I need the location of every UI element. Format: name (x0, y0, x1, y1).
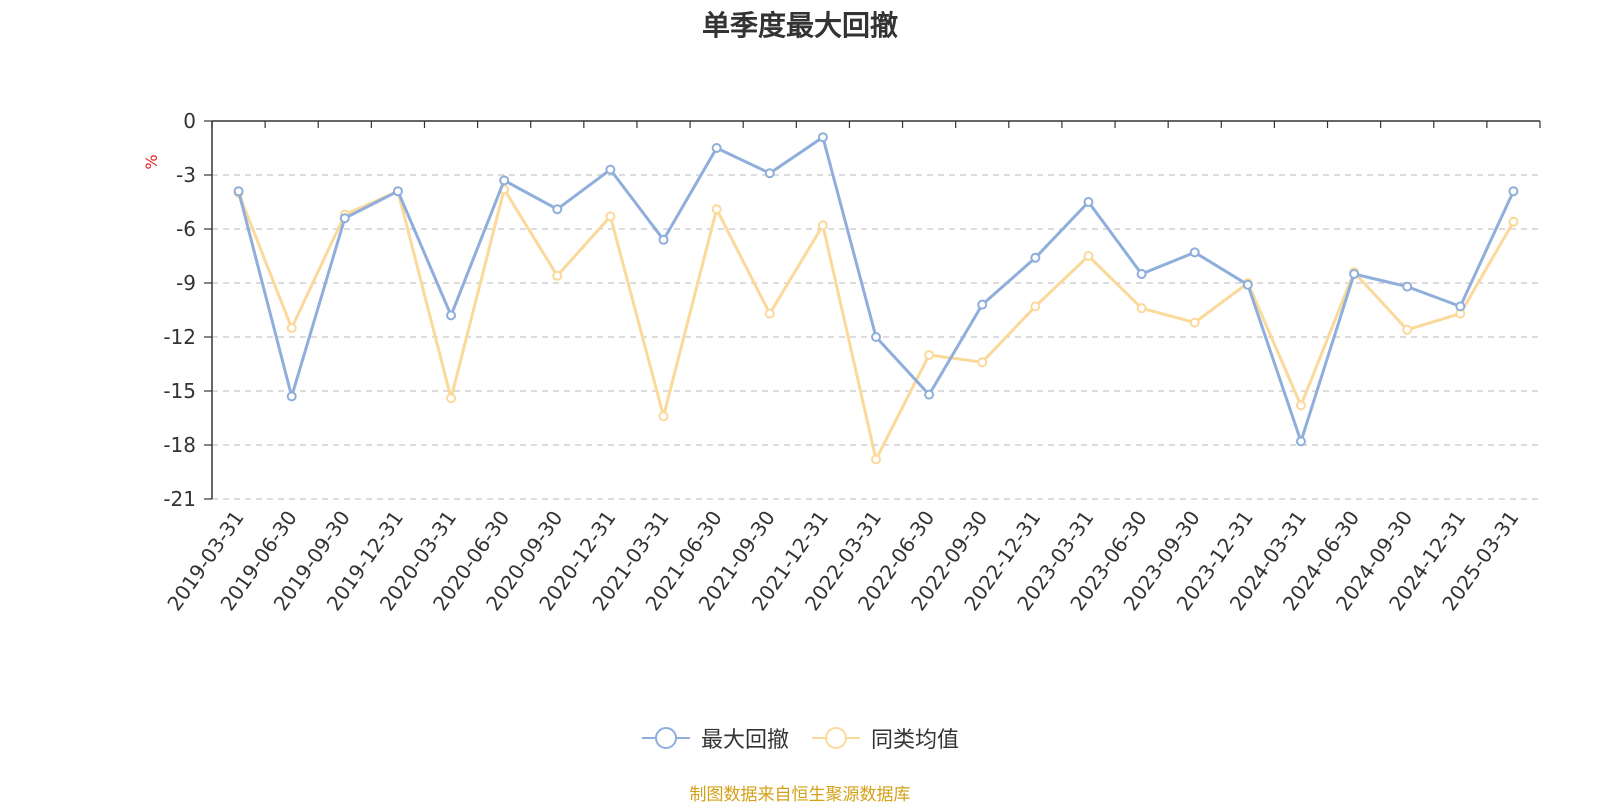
data-point-series-1 (605, 164, 616, 175)
data-point-series-1 (817, 132, 828, 143)
axes (204, 120, 1541, 500)
data-point-series-2 (286, 323, 297, 333)
legend-marker-series-1 (641, 727, 690, 749)
data-point-series-2 (1083, 251, 1094, 261)
data-point-series-2 (446, 393, 457, 404)
data-point-series-2 (764, 308, 775, 319)
series-lines (233, 132, 1519, 465)
data-point-series-2 (924, 350, 935, 360)
data-point-series-2 (871, 454, 881, 465)
data-point-series-1 (339, 213, 350, 224)
legend-marker-series-2 (812, 727, 860, 749)
data-point-series-2 (1136, 303, 1147, 314)
data-point-series-2 (1189, 317, 1200, 328)
y-tick-label: 0 (183, 109, 196, 133)
y-tick-label: -3 (176, 163, 196, 187)
series-line-2 (237, 187, 1515, 461)
y-tick-label: -18 (163, 433, 196, 457)
chart-title: 单季度最大回撤 (701, 9, 898, 42)
data-point-series-2 (658, 411, 669, 422)
data-point-series-1 (1083, 197, 1094, 207)
data-point-series-1 (658, 234, 669, 245)
data-point-series-1 (764, 168, 775, 179)
y-tick-label: -21 (163, 487, 196, 511)
y-tick-label: -15 (163, 379, 196, 403)
y-tick-label: -12 (163, 325, 196, 349)
legend-item-series-1[interactable]: 最大回撤 (641, 722, 789, 754)
data-point-series-1 (552, 204, 563, 215)
data-point-series-1 (233, 186, 244, 197)
data-point-series-1 (1508, 186, 1519, 197)
line-chart: 0-3-6-9-12-15-18-212019-03-312019-06-302… (142, 109, 1541, 615)
data-point-series-1 (1242, 279, 1253, 290)
series-line-1 (237, 135, 1515, 443)
data-point-series-1 (286, 391, 297, 402)
data-point-series-2 (1508, 216, 1519, 227)
data-point-series-1 (977, 299, 988, 310)
y-tick-label: -9 (176, 271, 196, 295)
y-axis-unit-label: % (142, 154, 161, 169)
data-point-series-1 (1136, 269, 1147, 279)
legend-label-series-2: 同类均值 (871, 728, 960, 753)
data-point-series-2 (1030, 301, 1041, 312)
data-point-series-1 (499, 175, 510, 186)
data-point-series-2 (711, 204, 722, 215)
data-point-series-1 (1455, 301, 1466, 312)
data-point-series-1 (711, 143, 722, 153)
legend: 最大回撤 同类均值 (0, 722, 1600, 754)
legend-label-series-1: 最大回撤 (700, 728, 789, 753)
data-point-series-1 (871, 332, 881, 342)
data-point-series-2 (1295, 400, 1306, 411)
data-point-series-1 (446, 310, 457, 321)
data-point-series-2 (605, 211, 616, 222)
data-point-series-1 (1030, 252, 1041, 263)
data-point-series-2 (552, 270, 563, 281)
data-point-series-2 (1402, 324, 1413, 335)
legend-item-series-2[interactable]: 同类均值 (811, 722, 959, 754)
data-point-series-2 (977, 357, 988, 368)
data-point-series-1 (924, 389, 935, 400)
data-point-series-1 (1402, 281, 1413, 292)
data-point-series-2 (817, 220, 828, 231)
data-point-series-1 (1189, 247, 1200, 258)
data-point-series-1 (1295, 436, 1306, 447)
data-point-series-1 (392, 186, 403, 197)
data-point-series-1 (1349, 269, 1360, 279)
y-tick-label: -6 (176, 217, 196, 241)
tick-labels: 0-3-6-9-12-15-18-212019-03-312019-06-302… (142, 109, 1524, 615)
data-source-note: 制图数据来自恒生聚源数据库 (689, 785, 911, 805)
